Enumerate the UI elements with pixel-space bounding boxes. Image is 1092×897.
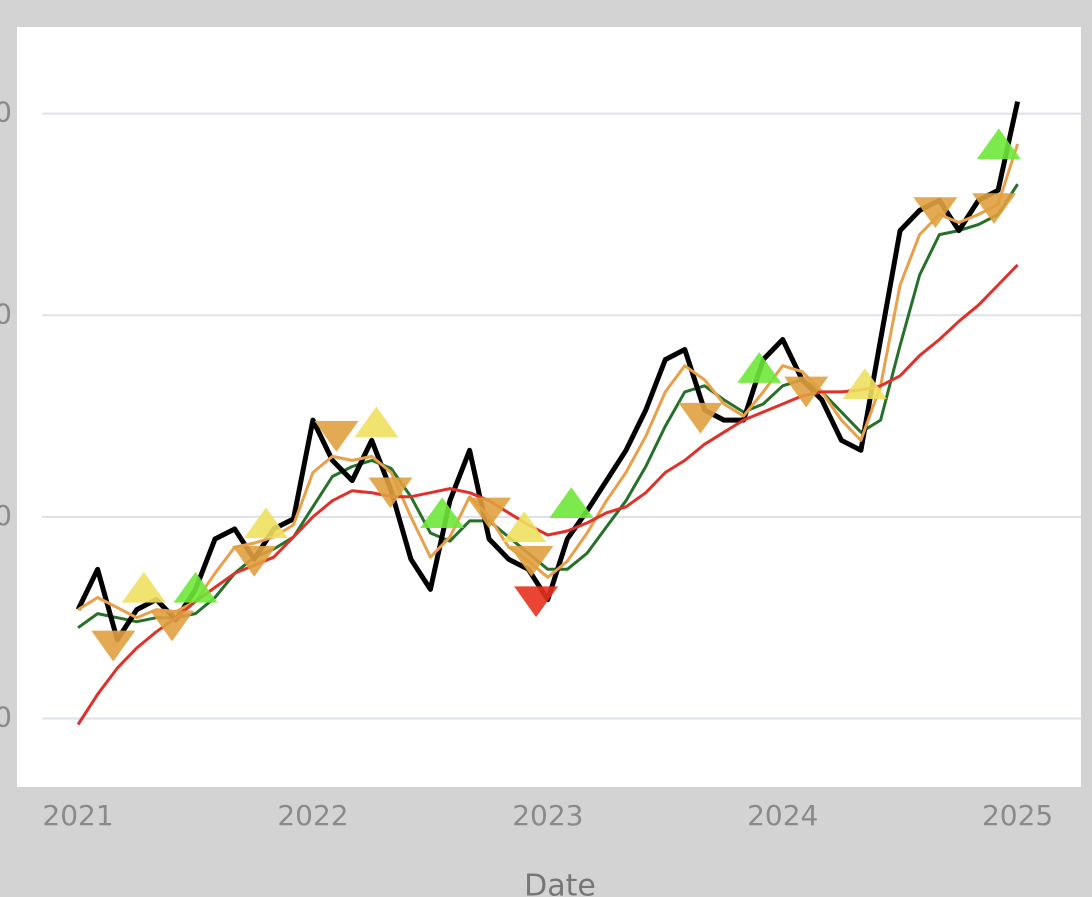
signal-marker	[913, 197, 958, 229]
y-tick-label: 0	[0, 499, 12, 532]
signal-marker	[150, 610, 195, 642]
signal-marker	[514, 586, 559, 618]
signal-marker	[420, 497, 465, 529]
signal-marker	[121, 571, 166, 603]
signal-marker	[976, 128, 1021, 160]
x-tick-label: 2022	[277, 799, 348, 832]
signal-marker	[314, 421, 359, 452]
signal-marker	[678, 402, 723, 434]
y-tick-label: 0	[0, 700, 12, 733]
y-tick-label: 0	[0, 96, 12, 129]
signal-marker	[91, 630, 136, 662]
signal-marker	[467, 497, 512, 529]
signal-marker	[972, 193, 1017, 225]
signal-marker	[784, 376, 829, 408]
signal-marker	[509, 546, 554, 577]
x-tick-label: 2024	[747, 799, 818, 832]
signal-marker	[842, 368, 887, 400]
signal-marker	[354, 406, 399, 438]
x-tick-label: 2023	[512, 799, 583, 832]
x-tick-label: 2021	[42, 799, 113, 832]
signal-marker	[243, 507, 288, 539]
signal-marker	[368, 477, 413, 509]
signal-marker	[737, 352, 782, 383]
plot-area	[17, 27, 1081, 787]
signal-marker	[173, 571, 218, 603]
y-tick-label: 0	[0, 297, 12, 330]
signal-marker	[549, 487, 594, 518]
signal-marker	[502, 511, 547, 543]
x-axis-label: Date	[524, 869, 596, 897]
x-tick-label: 2025	[982, 799, 1053, 832]
signal-marker	[232, 546, 277, 577]
